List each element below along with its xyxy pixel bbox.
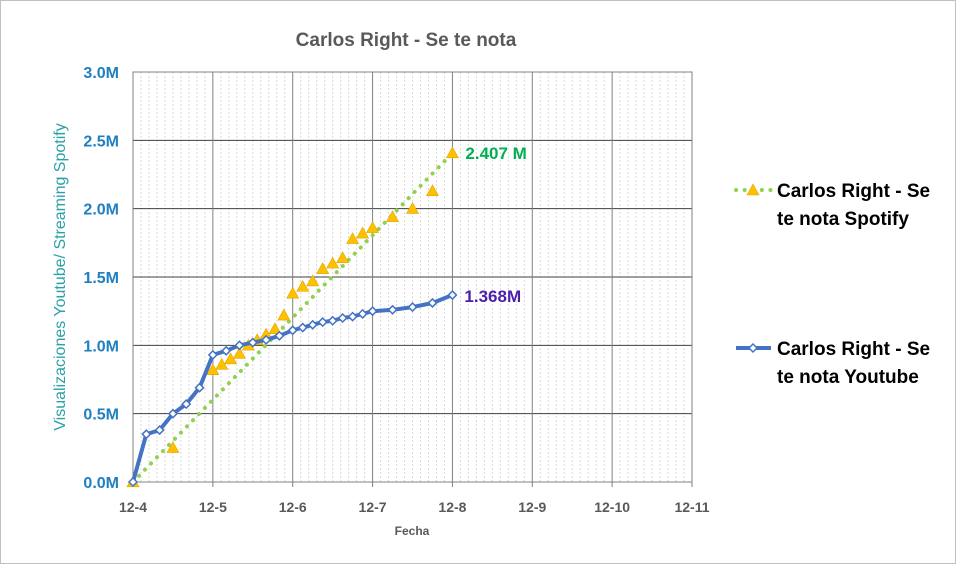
spotify-point <box>296 279 310 292</box>
y-axis-label: Visualizaciones Youtube/ Streaming Spoti… <box>52 123 69 430</box>
youtube-point <box>154 425 165 436</box>
youtube-point <box>387 304 398 315</box>
legend: Carlos Right - Se te nota Spotify Carlos … <box>734 181 930 388</box>
legend-spotify-marker <box>746 183 760 196</box>
legend-label-line: Carlos Right - Se <box>777 339 930 360</box>
youtube-point <box>297 322 308 333</box>
spotify-point <box>386 210 400 222</box>
x-axis-label: Fecha <box>395 524 430 538</box>
spotify-point <box>232 346 246 359</box>
youtube-point <box>347 311 358 322</box>
y-tick-label: 0.5M <box>83 407 119 424</box>
y-tick-label: 1.0M <box>83 338 119 355</box>
spotify-point <box>346 232 360 244</box>
youtube-point <box>141 429 152 440</box>
spotify-point <box>425 184 439 196</box>
youtube-point <box>274 330 285 341</box>
x-axis-ticks: 12-4 12-5 12-6 12-7 12-8 12-9 12-10 12-11 <box>119 499 710 515</box>
y-tick-label: 0.0M <box>83 475 119 492</box>
legend-youtube-marker <box>747 342 759 354</box>
major-grid <box>132 71 693 487</box>
youtube-point <box>247 337 258 348</box>
youtube-point <box>221 345 232 356</box>
spotify-point <box>268 322 282 335</box>
youtube-point <box>367 306 378 317</box>
youtube-point <box>327 315 338 326</box>
spotify-point <box>286 286 300 299</box>
legend-spotify-label: Carlos Right - Se te nota Spotify <box>777 181 930 230</box>
spotify-point <box>336 251 350 263</box>
data-label-youtube: 1.368M <box>464 287 521 306</box>
spotify-point <box>316 262 330 274</box>
x-tick-label: 12-9 <box>518 499 546 515</box>
youtube-point <box>287 325 298 336</box>
legend-spotify-symbol <box>734 183 773 196</box>
spotify-point <box>366 221 380 233</box>
youtube-point <box>337 312 348 324</box>
youtube-point <box>317 317 328 328</box>
plot-border <box>132 71 693 483</box>
spotify-point <box>306 274 320 287</box>
legend-youtube-label: Carlos Right - Se te nota Youtube <box>777 339 930 388</box>
x-tick-label: 12-8 <box>438 499 466 515</box>
youtube-point <box>427 297 438 309</box>
youtube-point <box>127 476 139 488</box>
youtube-point <box>207 349 218 360</box>
x-tick-label: 12-7 <box>359 499 387 515</box>
youtube-point <box>407 302 418 313</box>
y-tick-label: 1.5M <box>83 270 119 287</box>
youtube-point <box>194 382 205 393</box>
youtube-point <box>181 399 192 410</box>
youtube-point <box>167 408 178 419</box>
spotify-point <box>277 308 291 321</box>
chart-title: Carlos Right - Se te nota <box>296 30 517 51</box>
spotify-point <box>445 146 459 159</box>
y-tick-label: 3.0M <box>83 65 119 82</box>
legend-label-line: te nota Spotify <box>777 209 909 230</box>
spotify-point <box>326 256 340 269</box>
x-tick-label: 12-10 <box>594 499 630 515</box>
spotify-line <box>131 151 455 484</box>
x-tick-label: 12-6 <box>279 499 307 515</box>
youtube-point <box>357 308 368 319</box>
youtube-point <box>234 340 245 351</box>
youtube-point <box>261 334 272 345</box>
legend-label-line: te nota Youtube <box>777 367 919 388</box>
spotify-point <box>166 441 180 453</box>
x-tick-label: 12-5 <box>199 499 227 515</box>
youtube-point <box>307 319 318 330</box>
spotify-point <box>356 226 370 239</box>
x-tick-label: 12-11 <box>674 499 709 515</box>
y-axis-ticks: 0.0M 0.5M 1.0M 1.5M 2.0M 2.5M 3.0M <box>83 65 119 492</box>
legend-youtube-symbol <box>736 342 771 354</box>
y-tick-label: 2.0M <box>83 202 119 219</box>
legend-spotify: Carlos Right - Se te nota Spotify <box>734 181 930 230</box>
y-tick-label: 2.5M <box>83 133 119 150</box>
x-tick-label: 12-4 <box>119 499 147 515</box>
legend-label-line: Carlos Right - Se <box>777 181 930 202</box>
spotify-point <box>405 202 420 214</box>
legend-youtube: Carlos Right - Se te nota Youtube <box>736 339 930 388</box>
data-label-spotify: 2.407 M <box>465 144 526 163</box>
series-spotify <box>126 146 459 488</box>
youtube-point <box>447 289 458 301</box>
series-youtube <box>127 289 458 488</box>
